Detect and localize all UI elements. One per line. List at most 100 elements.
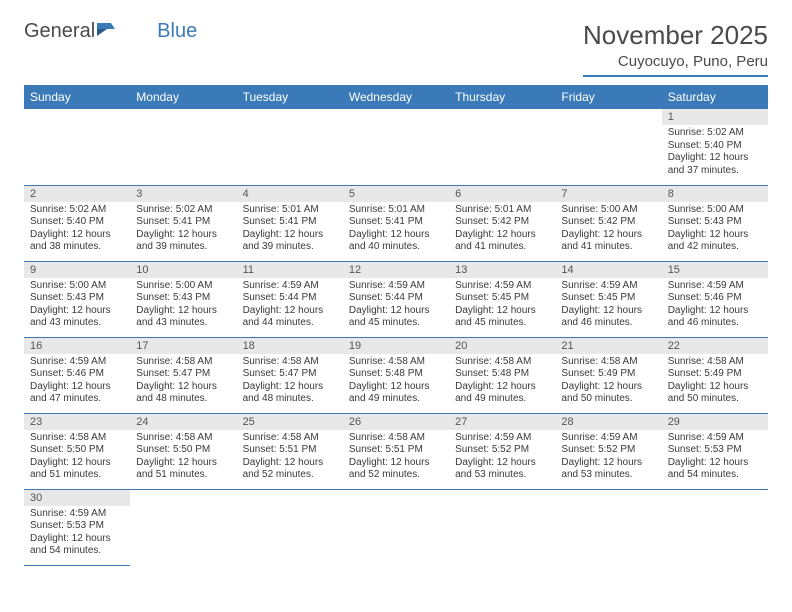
calendar-cell: 2Sunrise: 5:02 AMSunset: 5:40 PMDaylight… (24, 185, 130, 261)
daylight-line: Daylight: 12 hours and 50 minutes. (668, 381, 762, 406)
weekday-header: Thursday (449, 85, 555, 109)
sunset-line: Sunset: 5:43 PM (668, 216, 762, 229)
logo-flag-icon (97, 20, 119, 43)
sunrise-line: Sunrise: 4:58 AM (30, 432, 124, 445)
daylight-line: Daylight: 12 hours and 46 minutes. (561, 305, 655, 330)
sunrise-line: Sunrise: 5:02 AM (30, 204, 124, 217)
sunset-line: Sunset: 5:52 PM (561, 444, 655, 457)
day-content: Sunrise: 4:59 AMSunset: 5:53 PMDaylight:… (662, 430, 768, 486)
day-content: Sunrise: 4:59 AMSunset: 5:44 PMDaylight:… (343, 278, 449, 334)
sunrise-line: Sunrise: 4:59 AM (349, 280, 443, 293)
logo: General Blue (24, 20, 197, 43)
calendar-row: 2Sunrise: 5:02 AMSunset: 5:40 PMDaylight… (24, 185, 768, 261)
day-number: 9 (24, 262, 130, 278)
day-content: Sunrise: 4:59 AMSunset: 5:52 PMDaylight:… (449, 430, 555, 486)
sunrise-line: Sunrise: 4:58 AM (455, 356, 549, 369)
calendar-cell: 1Sunrise: 5:02 AMSunset: 5:40 PMDaylight… (662, 109, 768, 185)
weekday-header: Sunday (24, 85, 130, 109)
daylight-line: Daylight: 12 hours and 39 minutes. (243, 229, 337, 254)
day-content: Sunrise: 4:58 AMSunset: 5:49 PMDaylight:… (662, 354, 768, 410)
daylight-line: Daylight: 12 hours and 47 minutes. (30, 381, 124, 406)
calendar-cell: 17Sunrise: 4:58 AMSunset: 5:47 PMDayligh… (130, 337, 236, 413)
daylight-line: Daylight: 12 hours and 51 minutes. (136, 457, 230, 482)
sunrise-line: Sunrise: 4:58 AM (243, 432, 337, 445)
calendar-cell: 5Sunrise: 5:01 AMSunset: 5:41 PMDaylight… (343, 185, 449, 261)
daylight-line: Daylight: 12 hours and 52 minutes. (243, 457, 337, 482)
day-number: 12 (343, 262, 449, 278)
day-number: 22 (662, 338, 768, 354)
day-number: 10 (130, 262, 236, 278)
calendar-cell: 4Sunrise: 5:01 AMSunset: 5:41 PMDaylight… (237, 185, 343, 261)
sunrise-line: Sunrise: 4:59 AM (30, 508, 124, 521)
sunset-line: Sunset: 5:50 PM (136, 444, 230, 457)
sunrise-line: Sunrise: 4:59 AM (561, 280, 655, 293)
calendar-cell: 11Sunrise: 4:59 AMSunset: 5:44 PMDayligh… (237, 261, 343, 337)
daylight-line: Daylight: 12 hours and 54 minutes. (30, 533, 124, 558)
daylight-line: Daylight: 12 hours and 41 minutes. (561, 229, 655, 254)
day-number: 15 (662, 262, 768, 278)
day-number: 5 (343, 186, 449, 202)
sunrise-line: Sunrise: 4:59 AM (561, 432, 655, 445)
calendar-cell: 28Sunrise: 4:59 AMSunset: 5:52 PMDayligh… (555, 413, 661, 489)
sunrise-line: Sunrise: 5:01 AM (455, 204, 549, 217)
weekday-header: Saturday (662, 85, 768, 109)
sunset-line: Sunset: 5:47 PM (243, 368, 337, 381)
daylight-line: Daylight: 12 hours and 43 minutes. (30, 305, 124, 330)
calendar-row: 1Sunrise: 5:02 AMSunset: 5:40 PMDaylight… (24, 109, 768, 185)
day-number: 28 (555, 414, 661, 430)
calendar-cell: 18Sunrise: 4:58 AMSunset: 5:47 PMDayligh… (237, 337, 343, 413)
sunrise-line: Sunrise: 4:59 AM (30, 356, 124, 369)
day-content: Sunrise: 4:58 AMSunset: 5:50 PMDaylight:… (24, 430, 130, 486)
calendar-cell: 20Sunrise: 4:58 AMSunset: 5:48 PMDayligh… (449, 337, 555, 413)
sunset-line: Sunset: 5:47 PM (136, 368, 230, 381)
day-number: 18 (237, 338, 343, 354)
logo-text-general: General (24, 20, 95, 43)
day-content: Sunrise: 5:00 AMSunset: 5:42 PMDaylight:… (555, 202, 661, 258)
day-number: 4 (237, 186, 343, 202)
calendar-cell (343, 109, 449, 185)
sunrise-line: Sunrise: 4:59 AM (455, 432, 549, 445)
day-content: Sunrise: 5:02 AMSunset: 5:40 PMDaylight:… (24, 202, 130, 258)
day-content: Sunrise: 5:01 AMSunset: 5:41 PMDaylight:… (237, 202, 343, 258)
daylight-line: Daylight: 12 hours and 45 minutes. (349, 305, 443, 330)
calendar-cell: 9Sunrise: 5:00 AMSunset: 5:43 PMDaylight… (24, 261, 130, 337)
daylight-line: Daylight: 12 hours and 53 minutes. (561, 457, 655, 482)
day-content: Sunrise: 5:00 AMSunset: 5:43 PMDaylight:… (130, 278, 236, 334)
day-number: 11 (237, 262, 343, 278)
daylight-line: Daylight: 12 hours and 44 minutes. (243, 305, 337, 330)
weekday-header: Monday (130, 85, 236, 109)
sunrise-line: Sunrise: 4:58 AM (668, 356, 762, 369)
sunrise-line: Sunrise: 5:02 AM (136, 204, 230, 217)
sunset-line: Sunset: 5:51 PM (349, 444, 443, 457)
day-number: 3 (130, 186, 236, 202)
daylight-line: Daylight: 12 hours and 53 minutes. (455, 457, 549, 482)
calendar-cell (449, 109, 555, 185)
calendar-cell: 29Sunrise: 4:59 AMSunset: 5:53 PMDayligh… (662, 413, 768, 489)
calendar-cell: 14Sunrise: 4:59 AMSunset: 5:45 PMDayligh… (555, 261, 661, 337)
sunrise-line: Sunrise: 4:59 AM (668, 432, 762, 445)
day-content: Sunrise: 4:58 AMSunset: 5:48 PMDaylight:… (343, 354, 449, 410)
calendar-cell (237, 489, 343, 565)
daylight-line: Daylight: 12 hours and 49 minutes. (455, 381, 549, 406)
calendar-cell: 27Sunrise: 4:59 AMSunset: 5:52 PMDayligh… (449, 413, 555, 489)
day-number: 20 (449, 338, 555, 354)
calendar-cell: 3Sunrise: 5:02 AMSunset: 5:41 PMDaylight… (130, 185, 236, 261)
sunset-line: Sunset: 5:50 PM (30, 444, 124, 457)
day-number: 24 (130, 414, 236, 430)
weekday-header: Tuesday (237, 85, 343, 109)
sunrise-line: Sunrise: 5:00 AM (30, 280, 124, 293)
calendar-cell: 10Sunrise: 5:00 AMSunset: 5:43 PMDayligh… (130, 261, 236, 337)
day-number: 16 (24, 338, 130, 354)
calendar-row: 30Sunrise: 4:59 AMSunset: 5:53 PMDayligh… (24, 489, 768, 565)
day-number: 21 (555, 338, 661, 354)
day-content: Sunrise: 5:02 AMSunset: 5:40 PMDaylight:… (662, 125, 768, 181)
calendar-cell (662, 489, 768, 565)
sunrise-line: Sunrise: 4:58 AM (561, 356, 655, 369)
sunset-line: Sunset: 5:44 PM (349, 292, 443, 305)
day-number: 2 (24, 186, 130, 202)
day-content: Sunrise: 4:59 AMSunset: 5:52 PMDaylight:… (555, 430, 661, 486)
day-content: Sunrise: 4:58 AMSunset: 5:51 PMDaylight:… (343, 430, 449, 486)
sunrise-line: Sunrise: 5:02 AM (668, 127, 762, 140)
daylight-line: Daylight: 12 hours and 51 minutes. (30, 457, 124, 482)
calendar-cell: 6Sunrise: 5:01 AMSunset: 5:42 PMDaylight… (449, 185, 555, 261)
